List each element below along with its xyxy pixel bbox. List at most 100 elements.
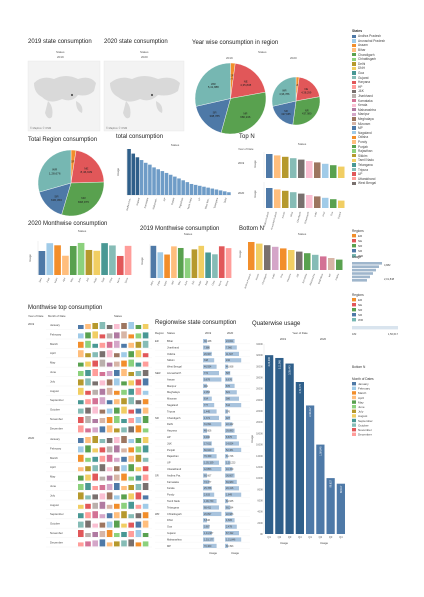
quarter-x-label: Q4 xyxy=(339,535,343,539)
regiontable-region: ER xyxy=(155,339,159,343)
legend-label: Arunachal Pradesh xyxy=(358,38,386,43)
pie-slice-label: SR xyxy=(213,111,217,115)
month-legend-label: September xyxy=(358,419,373,423)
state-legend-item[interactable]: Karnataka xyxy=(352,98,398,103)
state-legend-item[interactable]: Delhi xyxy=(352,62,398,67)
state-legend-item[interactable]: J&K xyxy=(352,89,398,94)
state-legend-item[interactable]: Odisha xyxy=(352,135,398,140)
monthtop-bar xyxy=(128,476,134,481)
state-legend-item[interactable]: UP xyxy=(352,172,398,177)
state-legend-item[interactable]: Pondy xyxy=(352,140,398,145)
state-legend-item[interactable]: Mizoram xyxy=(352,121,398,126)
state-legend-item[interactable]: Gujarat xyxy=(352,75,398,80)
regiontable-bar-2019 xyxy=(203,473,207,478)
state-legend-item[interactable]: Uttarakhand xyxy=(352,176,398,181)
state-legend-item[interactable]: Goa xyxy=(352,71,398,76)
monthtop-bar xyxy=(135,454,142,462)
regiontable-bar-2019 xyxy=(203,518,207,523)
regiontable-value-2020: 22,442 xyxy=(226,423,234,426)
monthtop-month-label: November xyxy=(50,531,63,535)
pie-slice xyxy=(70,150,105,184)
monthtop-month-label: April xyxy=(50,465,56,469)
region-state-table[interactable]: Region States 2019 2020 ER Bihar 30,438 23,821 J… xyxy=(155,330,250,555)
monthtop-bar xyxy=(121,540,127,547)
regiontable-bar-2019 xyxy=(203,531,212,536)
top-n-chart[interactable]: States Year of Date 2019 Usage 2020 Usage Andh… xyxy=(238,142,348,230)
regiontable-state: Bihar xyxy=(167,339,173,343)
regiontable-value-2020: 69,980 xyxy=(226,481,234,484)
state-legend-item[interactable]: MP xyxy=(352,126,398,131)
month-2020-chart[interactable]: States Usage Janu Febr Marc Apri May June July Au… xyxy=(28,229,136,303)
state-legend-item[interactable]: Andhra Pradesh xyxy=(352,34,398,39)
state-legend-item[interactable]: DNH xyxy=(352,66,398,71)
state-legend-item[interactable]: Arunachal Pradesh xyxy=(352,39,398,44)
monthtop-bar xyxy=(85,503,91,509)
month-bar xyxy=(93,250,101,275)
state-legend-item[interactable]: Chandigarh xyxy=(352,52,398,57)
legend-swatch xyxy=(352,48,356,52)
monthtop-bar xyxy=(85,457,91,462)
topn-bar xyxy=(266,154,273,178)
state-legend-item[interactable]: Kerala xyxy=(352,103,398,108)
monthtop-bar xyxy=(78,371,84,376)
monthtop-bar xyxy=(121,427,127,433)
total-bar xyxy=(227,192,231,195)
monthtop-bar xyxy=(78,341,84,348)
state-legend-item[interactable]: Maharashtra xyxy=(352,108,398,113)
regiontable-bar-2020 xyxy=(225,460,231,465)
legend-label: Haryana xyxy=(358,80,371,85)
regiontable-state: Karnataka xyxy=(167,480,179,484)
monthtop-bar xyxy=(135,400,142,405)
month-x-label: Marc xyxy=(54,277,59,284)
state-legend-item[interactable]: Assam xyxy=(352,43,398,48)
regiontable-value-2020: 587 xyxy=(226,372,231,375)
state-legend-item[interactable]: Sikkim xyxy=(352,153,398,158)
state-legend-item[interactable]: Manipur xyxy=(352,112,398,117)
quarter-chart[interactable]: Year of Date 2019 2020 0K 200K 400K 600K 800K 10… xyxy=(250,330,350,555)
bottomn-bar xyxy=(304,253,311,270)
region-legend-label-2: NR xyxy=(358,308,363,312)
monthtop-month-label: August xyxy=(50,503,59,507)
total-consumption-chart[interactable]: States Andhra Pra.. Gujarat Karnataka Mahara… xyxy=(115,143,235,216)
state-legend-item[interactable]: Tripura xyxy=(352,167,398,172)
map-2019[interactable]: © Mapbox © OSM xyxy=(27,60,101,132)
usage-legend-title: Usage xyxy=(352,255,361,259)
state-legend-item[interactable]: West Bengal xyxy=(352,181,398,186)
monthtop-bar xyxy=(114,445,120,453)
state-legend-item[interactable]: Rajasthan xyxy=(352,149,398,154)
state-legend-item[interactable]: Meghalaya xyxy=(352,117,398,122)
state-legend-item[interactable]: Chhattisgarh xyxy=(352,57,398,62)
regiontable-value-2019: 31,691 xyxy=(204,423,212,426)
monthtop-bar xyxy=(142,399,149,405)
state-legend-item[interactable]: Nagaland xyxy=(352,130,398,135)
month-2019-chart[interactable]: States Usage Janu Febr Marc Apri May June July Au… xyxy=(140,232,236,306)
state-legend-item[interactable]: Telangana xyxy=(352,163,398,168)
monthtop-bar xyxy=(78,446,84,453)
month-top-table[interactable]: Year of Date Month of Date States 2019 Janua… xyxy=(28,313,152,553)
regiontable-state: Jharkhand xyxy=(167,345,180,349)
state-legend-item[interactable]: Bihar xyxy=(352,48,398,53)
regiontable-bar-2020 xyxy=(225,422,233,427)
state-legend-item[interactable]: Punjab xyxy=(352,144,398,149)
regiontable-state: Goa xyxy=(167,525,172,529)
pie-slice-label: 680,246 xyxy=(240,115,251,119)
monthtop-bar xyxy=(85,512,91,519)
regiontable-value-2020: 46,068 xyxy=(226,366,234,369)
state-legend-item[interactable]: Tamil Nadu xyxy=(352,158,398,163)
regiontable-value-2019: 46,934 xyxy=(204,366,212,369)
quarter-y-tick: 0K xyxy=(260,533,263,536)
state-legend-item[interactable]: HP xyxy=(352,85,398,90)
monthtop-month-label: November xyxy=(50,417,63,421)
state-legend-item[interactable]: Haryana xyxy=(352,80,398,85)
regiontable-bar-2020 xyxy=(225,499,228,504)
map-2020[interactable]: © Mapbox © OSM xyxy=(103,60,185,132)
bottom-n-chart[interactable]: States Usage Andhra Pradesh Assam Chandigarh… xyxy=(238,232,348,304)
regiontable-bar-2019 xyxy=(203,435,210,440)
monthtop-bar xyxy=(142,361,149,367)
legend-swatch xyxy=(352,89,356,94)
state-legend-item[interactable]: Jharkhand xyxy=(352,94,398,99)
monthtop-year-header: Year of Date xyxy=(28,314,44,318)
